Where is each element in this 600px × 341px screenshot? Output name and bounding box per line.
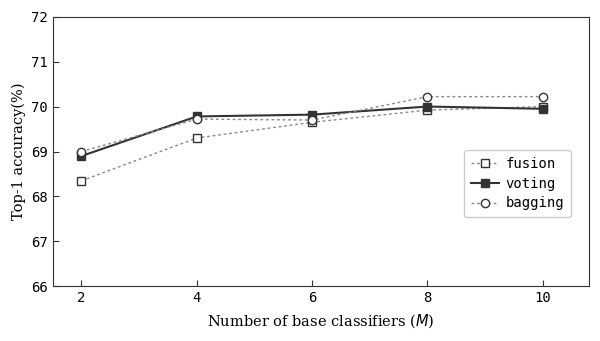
Line: voting: voting: [77, 102, 547, 160]
bagging: [539, 94, 547, 99]
bagging: [308, 118, 316, 122]
Legend: fusion, voting, bagging: fusion, voting, bagging: [464, 150, 571, 217]
fusion: [308, 120, 316, 124]
fusion: [78, 179, 85, 183]
Line: fusion: fusion: [77, 102, 547, 185]
Y-axis label: Top-1 accuracy(%): Top-1 accuracy(%): [11, 83, 26, 220]
bagging: [78, 149, 85, 153]
voting: [78, 154, 85, 158]
bagging: [424, 94, 431, 99]
Line: bagging: bagging: [77, 92, 547, 156]
X-axis label: Number of base classifiers ($\mathit{M}$): Number of base classifiers ($\mathit{M}$…: [207, 312, 434, 330]
fusion: [424, 108, 431, 112]
voting: [539, 107, 547, 111]
bagging: [193, 117, 200, 121]
voting: [308, 113, 316, 117]
voting: [424, 104, 431, 108]
fusion: [193, 136, 200, 140]
fusion: [539, 104, 547, 108]
voting: [193, 114, 200, 118]
